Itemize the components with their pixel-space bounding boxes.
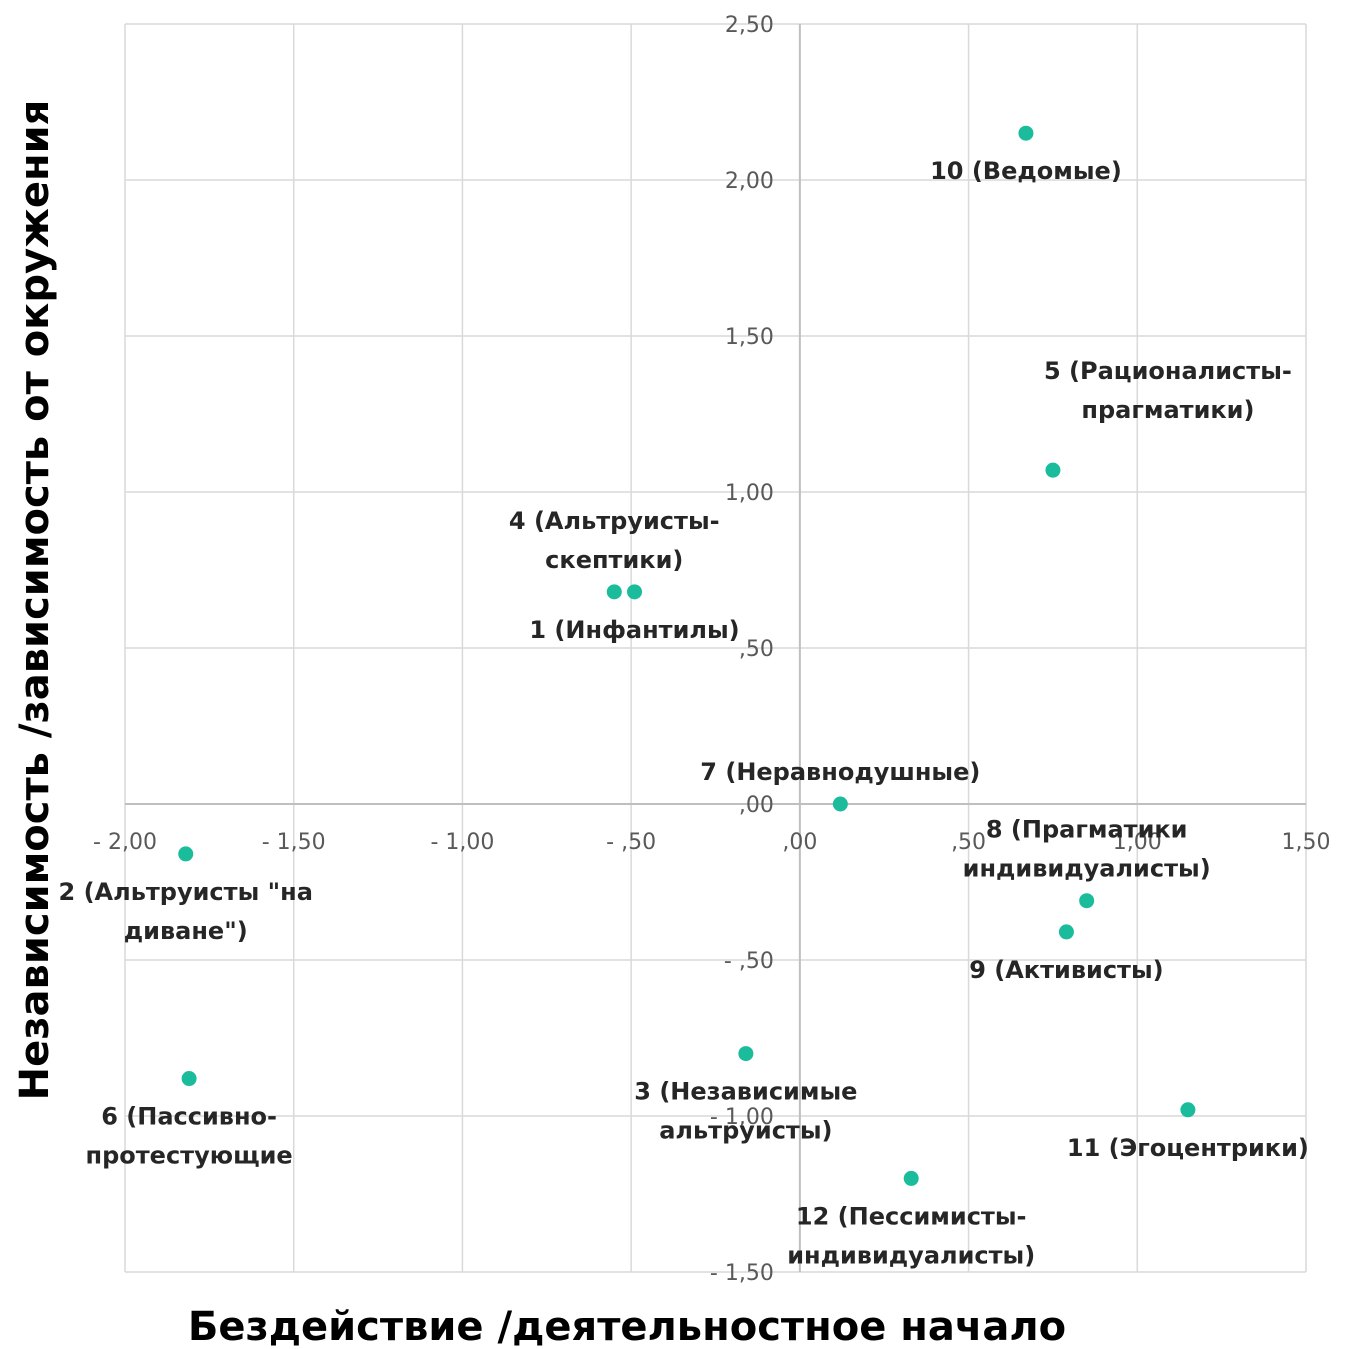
point-label: 7 (Неравнодушные): [700, 758, 980, 786]
point-label-line: 6 (Пассивно-: [101, 1103, 277, 1131]
data-point: [1079, 893, 1095, 909]
point-label: 5 (Рационалисты-прагматики): [1044, 357, 1292, 424]
point-label-line: протестующие: [86, 1142, 293, 1170]
point-label: 6 (Пассивно-протестующие: [86, 1103, 293, 1170]
data-point: [1018, 125, 1034, 141]
x-tick-label: - 1,00: [430, 830, 494, 855]
x-tick-label: 1,00: [1113, 830, 1162, 855]
point-labels: 1 (Инфантилы) 2 (Альтруисты "на диване") 3 …: [59, 157, 1309, 1269]
y-tick-label: 2,00: [725, 169, 774, 194]
point-label-line: 7 (Неравнодушные): [700, 758, 980, 786]
y-tick-label: 1,50: [725, 325, 774, 350]
point-label: 2 (Альтруисты "на диване"): [59, 878, 313, 945]
data-point: [1058, 924, 1074, 940]
y-tick-label: 1,00: [725, 481, 774, 506]
point-label-line: 2 (Альтруисты "на: [59, 878, 313, 906]
data-point: [181, 1071, 197, 1087]
tick-labels: - 2,00 - 1,50 - 1,00 - ,50 ,00 ,50 1,00 1,50 2,5…: [93, 13, 1330, 1286]
point-label-line: диване"): [124, 917, 248, 945]
point-label-line: 9 (Активисты): [969, 956, 1163, 984]
x-tick-label: ,00: [782, 830, 817, 855]
data-point: [606, 584, 622, 600]
x-tick-label: ,50: [951, 830, 986, 855]
point-label-line: 12 (Пессимисты-: [796, 1202, 1027, 1230]
data-point: [903, 1170, 919, 1186]
point-label-line: 3 (Независимые: [634, 1078, 857, 1106]
y-tick-label: - 1,50: [710, 1261, 774, 1286]
point-label-line: 5 (Рационалисты-: [1044, 357, 1292, 385]
axes: [125, 24, 1306, 1272]
point-label-line: 8 (Прагматики: [986, 816, 1188, 844]
point-label-line: альтруисты): [659, 1117, 832, 1145]
data-point: [627, 584, 643, 600]
point-label: 1 (Инфантилы): [529, 616, 739, 644]
point-label-line: прагматики): [1081, 396, 1254, 424]
x-axis-title: Бездействие /деятельностное начало: [188, 1304, 1066, 1349]
point-label-line: 4 (Альтруисты-: [509, 507, 720, 535]
point-label-line: индивидуалисты): [963, 855, 1211, 883]
point-label-line: индивидуалисты): [787, 1241, 1035, 1269]
y-axis-title: Независимость /зависимость от окружения: [12, 100, 58, 1101]
point-label: 3 (Независимые альтруисты): [634, 1078, 857, 1145]
point-label: 10 (Ведомые): [930, 157, 1122, 185]
data-point: [738, 1046, 754, 1062]
point-label: 8 (Прагматики индивидуалисты): [963, 816, 1211, 883]
point-label-line: скептики): [545, 546, 683, 574]
y-tick-label: ,50: [739, 637, 774, 662]
point-label: 11 (Эгоцентрики): [1067, 1134, 1309, 1162]
point-label-line: 1 (Инфантилы): [529, 616, 739, 644]
point-label-line: 10 (Ведомые): [930, 157, 1122, 185]
x-tick-label: - 2,00: [93, 830, 157, 855]
point-label-line: 11 (Эгоцентрики): [1067, 1134, 1309, 1162]
data-points: [178, 125, 1196, 1186]
point-label: 9 (Активисты): [969, 956, 1163, 984]
data-point: [1045, 462, 1061, 478]
x-tick-label: - 1,50: [262, 830, 326, 855]
point-label: 12 (Пессимисты-индивидуалисты): [787, 1202, 1035, 1269]
point-label: 4 (Альтруисты-скептики): [509, 507, 720, 574]
y-tick-label: ,00: [739, 793, 774, 818]
data-point: [1180, 1102, 1196, 1118]
y-tick-label: 2,50: [725, 13, 774, 38]
x-tick-label: 1,50: [1282, 830, 1331, 855]
y-tick-label: - ,50: [724, 949, 774, 974]
data-point: [178, 846, 194, 862]
x-tick-label: - ,50: [606, 830, 656, 855]
data-point: [832, 796, 848, 812]
y-tick-label: - 1,00: [710, 1105, 774, 1130]
